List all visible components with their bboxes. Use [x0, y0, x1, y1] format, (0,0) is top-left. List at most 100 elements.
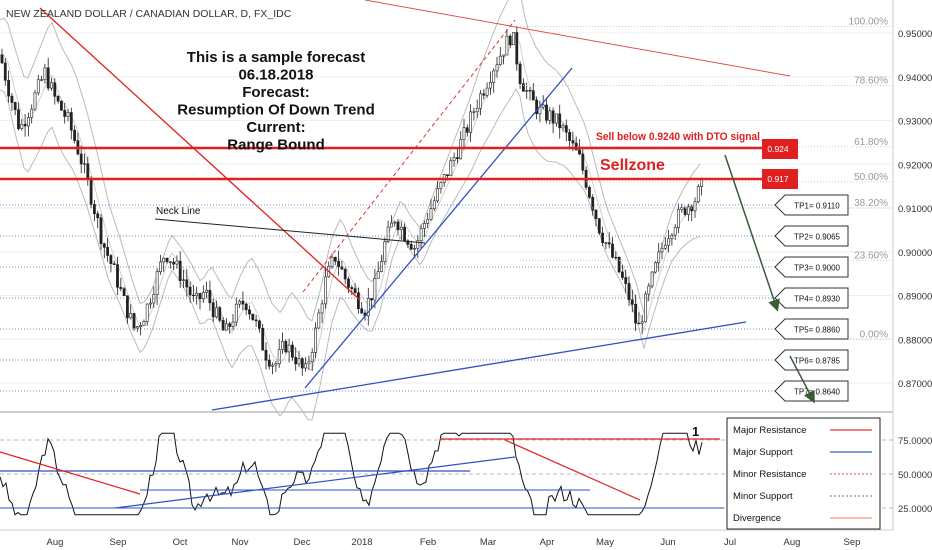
target-tag: TP2= 0.9065 [774, 225, 849, 247]
candle [637, 312, 641, 325]
candle [502, 54, 506, 65]
neck-line-label: Neck Line [156, 206, 201, 217]
osc-divergence-2 [504, 439, 641, 501]
candle [99, 213, 103, 251]
candle [581, 149, 585, 175]
candle [248, 305, 251, 320]
candle [162, 257, 166, 272]
major-resistance-trendline [39, 7, 361, 301]
candle [300, 357, 304, 376]
forecast-note-line: Forecast: [242, 84, 310, 101]
x-tick-label: Sep [844, 537, 861, 548]
forecast-arrow-path-2 [789, 355, 815, 404]
y-tick-label: 0.88000 [898, 335, 932, 346]
time-axis: Aug Sep Oct Nov Dec 2018 Feb Mar Apr May Jun Jul Aug… [47, 537, 861, 548]
sell-signal-text: Sell below 0.9240 with DTO signal [596, 131, 760, 143]
legend-label: Divergence [733, 513, 781, 524]
y-tick-label: 0.87000 [898, 379, 932, 390]
candle [505, 28, 509, 56]
candle [46, 57, 50, 91]
osc-tick-label: 25.0000 [898, 504, 932, 515]
candle [287, 338, 291, 363]
target-tag: TP4= 0.8930 [774, 287, 849, 309]
target-label: TP7= 0.8640 [794, 388, 841, 397]
candle [73, 125, 77, 144]
candle [690, 204, 694, 222]
y-tick-label: 0.90000 [898, 248, 932, 259]
osc-line [0, 432, 703, 516]
candle [614, 251, 618, 260]
candle [455, 148, 459, 164]
candle [597, 217, 601, 235]
candle [56, 94, 60, 104]
legend-label: Minor Support [733, 491, 793, 502]
forecast-note-line: Current: [246, 119, 305, 136]
x-tick-label: Jul [724, 537, 736, 548]
candle [696, 184, 700, 204]
target-tag: TP6= 0.8785 [774, 349, 849, 371]
x-tick-label: Aug [47, 537, 64, 548]
candle [290, 341, 294, 361]
legend-label: Major Support [733, 447, 793, 458]
candle [673, 224, 677, 240]
candle [449, 157, 453, 177]
target-label: TP4= 0.8930 [794, 295, 841, 304]
target-label: TP5= 0.8860 [794, 326, 841, 335]
candle [251, 313, 255, 321]
candle [416, 235, 420, 258]
candle [89, 176, 93, 209]
candle [244, 302, 248, 316]
candle [43, 63, 47, 84]
candle [568, 129, 572, 150]
candle [63, 102, 67, 124]
candle [271, 362, 275, 375]
x-tick-label: 2018 [351, 537, 372, 548]
candle [356, 287, 360, 314]
candle [267, 354, 271, 370]
candle [182, 269, 185, 289]
candle [211, 298, 215, 323]
candle [3, 58, 7, 86]
candle [116, 256, 119, 295]
candle [528, 86, 532, 101]
candle [83, 153, 86, 174]
forecast-note-line: Range Bound [227, 137, 325, 154]
fib-label: 61.80% [854, 137, 888, 148]
candle [152, 286, 156, 308]
legend-label: Minor Resistance [733, 469, 806, 480]
candle [627, 276, 631, 307]
candle [488, 71, 492, 95]
candle [208, 280, 212, 311]
candle [218, 305, 222, 323]
candle [257, 319, 261, 333]
major-support-trendline [304, 67, 573, 389]
candle [139, 322, 143, 336]
candle [634, 294, 638, 332]
candle [132, 312, 136, 332]
minor-resistance-dashed-line [302, 19, 516, 293]
candle [317, 308, 321, 329]
candle [40, 75, 44, 82]
candle [640, 314, 644, 335]
candle [399, 221, 403, 241]
y-tick-label: 0.89000 [898, 292, 932, 303]
candle [310, 348, 314, 371]
candle [558, 104, 562, 139]
candle [650, 271, 654, 289]
chart-title: NEW ZEALAND DOLLAR / CANADIAN DOLLAR, D,… [6, 8, 292, 20]
candle [439, 181, 443, 194]
band-lower [0, 87, 701, 421]
target-tag: TP1= 0.9110 [774, 194, 849, 216]
candle [677, 203, 680, 234]
target-label: TP3= 0.9000 [794, 264, 841, 273]
candle [660, 242, 664, 260]
candle [353, 283, 357, 294]
candle [389, 215, 393, 228]
candle [119, 277, 123, 292]
candle [587, 185, 591, 199]
candle [79, 145, 83, 174]
y-tick-label: 0.93000 [898, 117, 932, 128]
candle [337, 250, 341, 276]
legend-box: Major Resistance Major Support Minor Resis… [726, 417, 881, 530]
osc-tick-label: 75.0000 [898, 436, 932, 447]
